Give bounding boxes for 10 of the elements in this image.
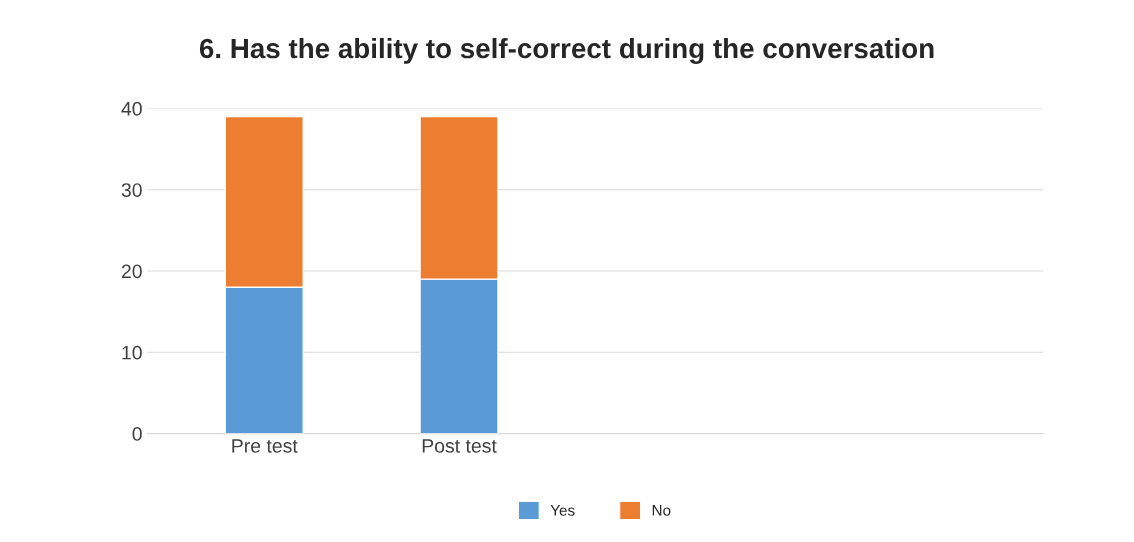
y-tick-label: 10 <box>122 345 142 360</box>
y-tick-label: 30 <box>121 183 142 197</box>
x-tick-label: Pre test <box>232 439 298 453</box>
legend-label: No <box>652 505 671 516</box>
y-tick-label: 0 <box>132 427 142 441</box>
legend-label: Yes <box>550 505 575 516</box>
chart-title: 6. Has the ability to self-correct during the conversation <box>199 37 934 64</box>
x-tick-label: Post test <box>422 439 497 453</box>
y-tick-label: 40 <box>121 101 142 116</box>
y-tick-label: 20 <box>121 264 142 279</box>
